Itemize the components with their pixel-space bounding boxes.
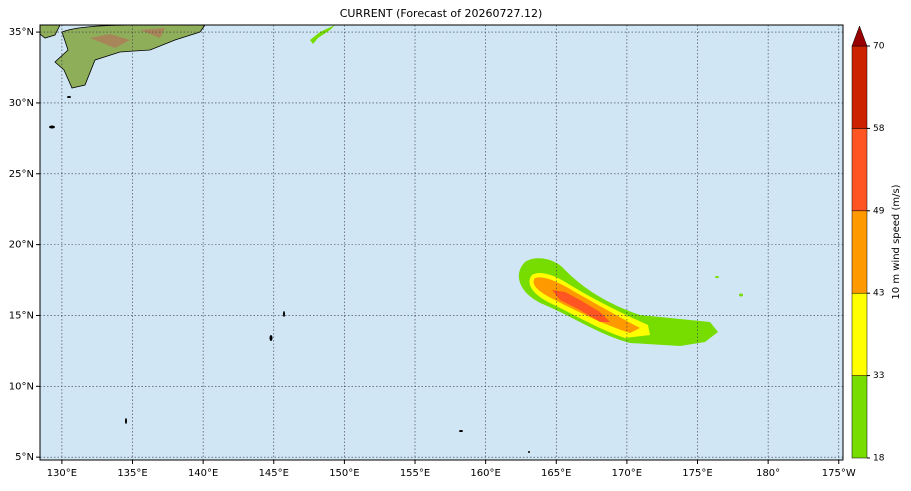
colorbar-segment <box>851 45 868 129</box>
colorbar-segment <box>851 210 868 294</box>
map-frame <box>39 24 844 461</box>
x-tick-label: 135°E <box>117 468 147 479</box>
map-features <box>39 24 743 453</box>
x-tick-label: 145°E <box>259 468 289 479</box>
y-tick-label: 20°N <box>9 240 34 251</box>
wind-contour <box>552 290 610 322</box>
y-tick-label: 15°N <box>9 310 34 321</box>
map-title: CURRENT (Forecast of 20260727.12) <box>340 7 543 20</box>
wind-patch <box>739 293 743 297</box>
ocean <box>40 25 843 460</box>
colorbar-segment <box>851 375 868 459</box>
x-tick-label: 175°E <box>682 468 712 479</box>
colorbar-segment <box>851 128 868 212</box>
x-tick-label: 180° <box>756 468 780 479</box>
colorbar-tick-label: 43 <box>873 289 884 299</box>
y-tick-label: 5°N <box>15 452 34 463</box>
wind-patch <box>310 25 335 44</box>
y-tick-label: 30°N <box>9 98 34 109</box>
colorbar-extend <box>851 25 868 47</box>
y-tick-label: 10°N <box>9 381 34 392</box>
colorbar-tick-label: 33 <box>873 371 884 381</box>
colorbar-tick-label: 70 <box>873 42 885 52</box>
x-tick-label: 155°E <box>400 468 430 479</box>
islands <box>49 96 530 453</box>
x-tick-label: 165°E <box>541 468 571 479</box>
terrain <box>90 28 165 48</box>
x-tick-label: 140°E <box>188 468 218 479</box>
wind-contour <box>518 258 718 346</box>
x-tick-label: 160°E <box>470 468 500 479</box>
x-tick-label: 170°E <box>612 468 642 479</box>
colorbar-label: 10 m wind speed (m/s) <box>891 184 902 299</box>
y-tick-label: 25°N <box>9 169 34 180</box>
colorbar-tick-label: 58 <box>873 124 885 134</box>
wind-patch <box>715 276 719 278</box>
x-tick-label: 150°E <box>329 468 359 479</box>
colorbar-tick-label: 18 <box>873 454 885 464</box>
colorbar-segment <box>851 292 868 376</box>
x-tick-label: 175°W <box>822 468 856 479</box>
x-tick-label: 130°E <box>47 468 77 479</box>
colorbar-tick-label: 49 <box>873 206 885 216</box>
y-tick-label: 35°N <box>9 27 34 38</box>
